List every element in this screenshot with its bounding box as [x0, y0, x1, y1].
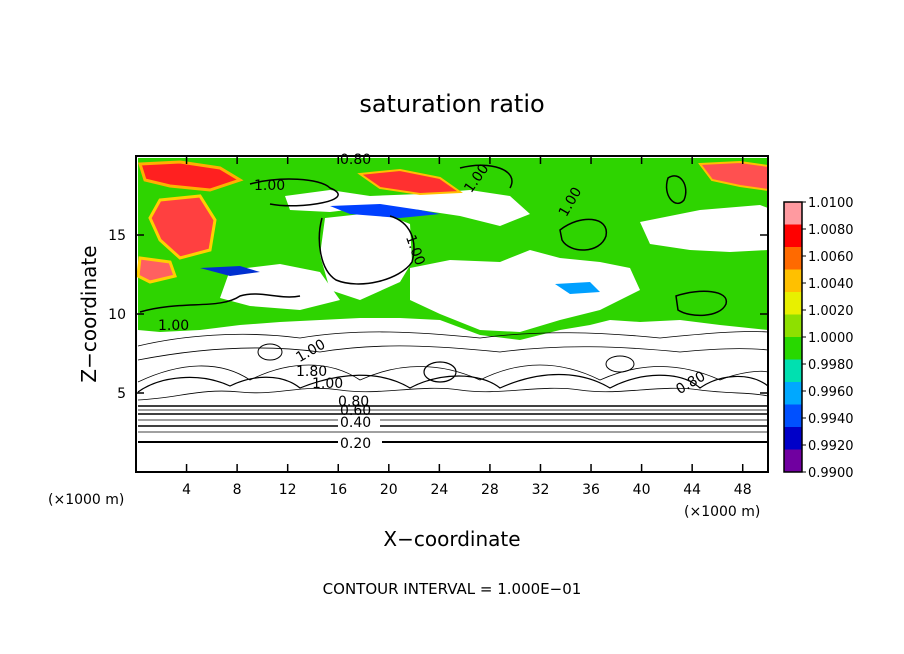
- contour-label-100-f: 1.00: [293, 336, 328, 365]
- contour-label-080: 0.80: [338, 394, 369, 410]
- colorbar-swatch: [784, 359, 802, 383]
- supersat-patch-4: [357, 168, 463, 196]
- colorbar-label: 1.0080: [808, 223, 854, 238]
- x-tick-label: 28: [481, 482, 499, 498]
- clear-region-3: [410, 250, 640, 332]
- x-tick-label: 20: [380, 482, 398, 498]
- clear-region-1: [285, 190, 530, 226]
- subsat-patch-1: [330, 204, 440, 218]
- plot-area: 0.20 0.40 0.60 0.80 1.00 1.00 1.00 1.00 …: [135, 152, 769, 473]
- colorbar-swatch: [784, 337, 802, 360]
- colorbar-label: 1.0060: [808, 250, 854, 265]
- contour-label-080-right: 0.80: [673, 368, 708, 397]
- x-axis-label: X−coordinate: [383, 527, 520, 551]
- x-tick-label: 48: [734, 482, 752, 498]
- contour-label-060: 0.60: [340, 403, 371, 419]
- colorbar-label: 0.9940: [808, 412, 854, 427]
- colorbar-swatch: [784, 449, 802, 473]
- x-tick-label: 8: [233, 482, 242, 498]
- clear-region-5: [220, 264, 340, 310]
- colorbar-swatch: [784, 314, 802, 338]
- chart-title: saturation ratio: [359, 90, 544, 118]
- colorbar-swatch: [784, 247, 802, 270]
- y-axis: 5 10 15: [108, 228, 768, 402]
- contour-label-100-g: 1.00: [312, 376, 343, 392]
- colorbar-label: 1.0040: [808, 277, 854, 292]
- colorbar-swatch: [784, 427, 802, 450]
- colorbar-label: 1.0100: [808, 196, 854, 211]
- y-axis-label: Z−coordinate: [77, 245, 101, 382]
- y-tick-label: 15: [108, 228, 126, 244]
- colorbar-swatch: [784, 202, 802, 225]
- colorbar-label: 0.9960: [808, 385, 854, 400]
- subsat-patch-3: [555, 282, 600, 294]
- colorbar-label: 1.0000: [808, 331, 854, 346]
- x-tick-label: 4: [182, 482, 191, 498]
- x-tick-label: 44: [683, 482, 701, 498]
- colorbar: 1.0100 1.0080 1.0060 1.0040 1.0020 1.0000 0.99…: [783, 196, 854, 481]
- x-tick-label: 24: [430, 482, 448, 498]
- x-axis: 4 8 12 16 20 24 28 32 36 40 44 48: [182, 156, 752, 498]
- contour-label-180: 1.80: [296, 364, 327, 380]
- clear-region-4: [640, 205, 768, 252]
- x-tick-label: 32: [532, 482, 550, 498]
- x-unit-right: (×1000 m): [684, 504, 760, 520]
- colorbar-label: 1.0020: [808, 304, 854, 319]
- contour-label-100-a: 1.00: [254, 178, 285, 194]
- supersat-patch-3: [136, 256, 177, 284]
- contour-label-020: 0.20: [340, 436, 371, 452]
- contour-label-040: 0.40: [340, 415, 371, 431]
- colorbar-label: 0.9980: [808, 358, 854, 373]
- x-tick-label: 40: [633, 482, 651, 498]
- colorbar-label: 0.9920: [808, 439, 854, 454]
- contour-label-100-e: 1.00: [158, 318, 189, 334]
- supersat-patch-2: [148, 194, 217, 260]
- contour-interval-note: CONTOUR INTERVAL = 1.000E−01: [323, 580, 582, 598]
- x-tick-label: 36: [582, 482, 600, 498]
- subsat-patch-2: [200, 266, 260, 276]
- y-tick-label: 10: [108, 307, 126, 323]
- contour-label-080-top: 0.80: [340, 152, 371, 168]
- colorbar-swatch: [784, 269, 802, 293]
- contour-lines: [137, 164, 769, 443]
- colorbar-swatch: [784, 224, 802, 248]
- x-tick-label: 16: [329, 482, 347, 498]
- colorbar-label: 0.9900: [808, 466, 854, 481]
- x-unit-left: (×1000 m): [48, 492, 124, 508]
- x-tick-label: 12: [279, 482, 297, 498]
- colorbar-swatch: [784, 404, 802, 428]
- colorbar-swatch: [784, 382, 802, 405]
- colorbar-swatch: [784, 292, 802, 315]
- y-tick-label: 5: [117, 386, 126, 402]
